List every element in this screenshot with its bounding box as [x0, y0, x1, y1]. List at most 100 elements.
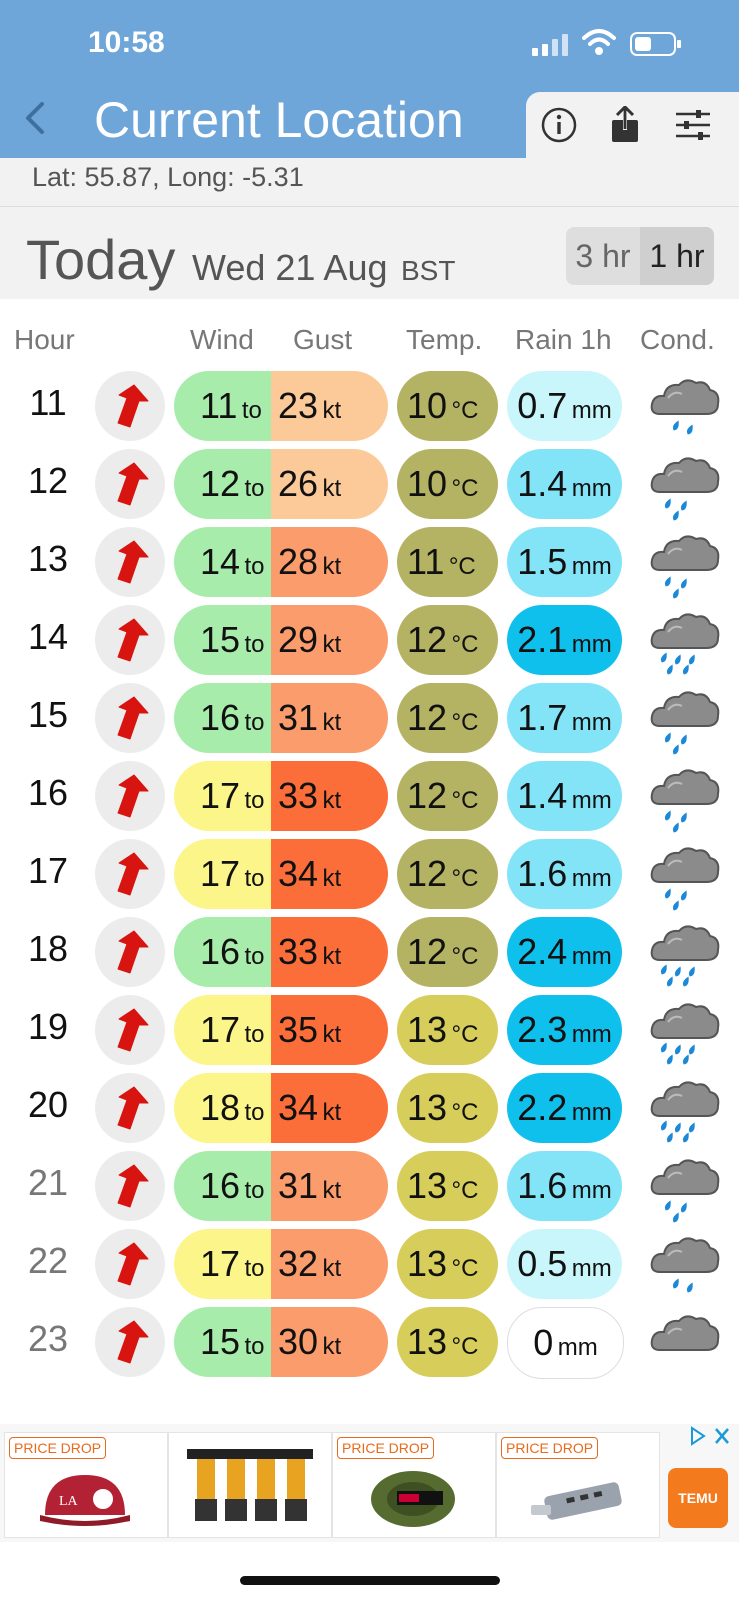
table-row: 13 14 to 28 kt 11 °C 1.5 mm — [0, 524, 739, 599]
wind-gust-pill: 17 to 35 kt — [174, 995, 388, 1065]
wind-speed: 16 — [200, 1165, 241, 1206]
temperature-pill: 12 °C — [397, 605, 498, 675]
date-row: Today Wed 21 Aug BST 3 hr 1 hr — [0, 207, 739, 299]
temperature-unit: °C — [451, 475, 479, 502]
gust-speed-cell: 30 kt — [271, 1307, 388, 1377]
rain-unit: mm — [571, 787, 612, 814]
interval-toggle: 3 hr 1 hr — [566, 227, 714, 285]
temperature-pill: 10 °C — [397, 449, 498, 519]
gust-speed: 33 — [278, 775, 319, 816]
wind-gust-pill: 16 to 33 kt — [174, 917, 388, 987]
hour-label: 21 — [27, 1162, 69, 1203]
ad-card-fishing-line[interactable]: PRICE DROP — [332, 1432, 496, 1538]
gust-speed-cell: 32 kt — [271, 1229, 388, 1299]
hour-label: 20 — [27, 1084, 69, 1125]
share-icon[interactable] — [606, 106, 644, 144]
gust-unit: kt — [322, 1021, 342, 1048]
temperature-pill: 13 °C — [397, 1151, 498, 1221]
interval-1hr-button[interactable]: 1 hr — [640, 227, 714, 285]
temperature-unit: °C — [451, 397, 479, 424]
gust-speed: 31 — [278, 697, 319, 738]
wind-to-label: to — [244, 475, 265, 502]
gust-unit: kt — [322, 709, 342, 736]
wind-speed: 17 — [200, 1009, 241, 1050]
back-icon[interactable] — [22, 96, 48, 140]
gust-speed: 33 — [278, 931, 319, 972]
hour-label: 15 — [27, 694, 69, 735]
wind-to-label: to — [244, 1255, 265, 1282]
wind-to-label: to — [241, 397, 262, 424]
rain-pill: 2.1 mm — [507, 605, 622, 675]
temperature-value: 10 — [407, 385, 448, 426]
wind-direction-arrow-icon — [95, 683, 165, 753]
ad-choices-icon[interactable] — [688, 1424, 734, 1448]
rain-unit: mm — [571, 631, 612, 658]
rain-unit: mm — [571, 1099, 612, 1126]
info-icon[interactable] — [540, 106, 578, 144]
gust-speed-cell: 28 kt — [271, 527, 388, 597]
timezone-label: BST — [401, 255, 456, 286]
hour-label: 11 — [29, 382, 67, 423]
temperature-unit: °C — [451, 709, 479, 736]
rain-icon — [646, 446, 722, 522]
wind-gust-pill: 11 to 23 kt — [174, 371, 388, 441]
gust-unit: kt — [322, 1255, 342, 1282]
rain-value: 2.2 — [517, 1087, 568, 1128]
temperature-value: 13 — [407, 1165, 448, 1206]
ad-card-cap[interactable]: PRICE DROP LA — [4, 1432, 168, 1538]
rain-value: 2.4 — [517, 931, 568, 972]
wind-speed: 15 — [200, 619, 241, 660]
gust-speed: 32 — [278, 1243, 319, 1284]
gust-unit: kt — [322, 943, 342, 970]
rain-icon — [646, 680, 722, 756]
ad-banner[interactable]: PRICE DROP LA PRICE DROP P — [0, 1424, 739, 1542]
temu-logo[interactable]: TEMU — [668, 1468, 728, 1528]
wind-gust-pill: 15 to 29 kt — [174, 605, 388, 675]
temperature-pill: 13 °C — [397, 995, 498, 1065]
wind-speed-cell: 12 to — [174, 449, 271, 519]
gust-speed: 28 — [278, 541, 319, 582]
wind-to-label: to — [244, 943, 265, 970]
gust-speed: 30 — [278, 1321, 319, 1362]
hour-label: 17 — [27, 850, 69, 891]
wind-speed: 17 — [200, 1243, 241, 1284]
rain-unit: mm — [571, 709, 612, 736]
wind-speed: 17 — [200, 775, 241, 816]
sliders-icon[interactable] — [674, 106, 712, 144]
wind-speed: 15 — [200, 1321, 241, 1362]
rain-value: 2.3 — [517, 1009, 568, 1050]
temperature-value: 12 — [407, 931, 448, 972]
wind-speed: 16 — [200, 931, 241, 972]
interval-3hr-button[interactable]: 3 hr — [575, 238, 631, 274]
table-row: 20 18 to 34 kt 13 °C 2.2 mm — [0, 1070, 739, 1144]
hour-label: 13 — [27, 538, 69, 579]
status-bar: 10:58 — [0, 0, 739, 92]
svg-text:LA: LA — [59, 1494, 79, 1509]
home-indicator[interactable] — [240, 1576, 500, 1585]
fishing-line-icon — [371, 1471, 455, 1527]
temperature-pill: 13 °C — [397, 1307, 498, 1377]
temperature-unit: °C — [451, 865, 479, 892]
hour-label: 22 — [27, 1240, 69, 1281]
hour-label: 14 — [27, 616, 69, 657]
temperature-pill: 12 °C — [397, 917, 498, 987]
temperature-value: 13 — [407, 1087, 448, 1128]
signal-icon — [532, 34, 568, 56]
ad-card-drill-rack[interactable] — [168, 1432, 332, 1538]
rain-unit: mm — [571, 1177, 612, 1204]
rain-icon — [646, 758, 722, 834]
gust-speed-cell: 31 kt — [271, 1151, 388, 1221]
table-row: 21 16 to 31 kt 13 °C 1.6 mm — [0, 1148, 739, 1223]
header-wind: Wind — [190, 324, 254, 355]
hour-label: 19 — [27, 1006, 69, 1047]
gust-speed-cell: 23 kt — [271, 371, 388, 441]
heavy-rain-icon — [646, 992, 722, 1068]
wind-direction-arrow-icon — [95, 605, 165, 675]
rain-pill: 1.4 mm — [507, 449, 622, 519]
ad-card-usb-hub[interactable]: PRICE DROP — [496, 1432, 660, 1538]
status-time: 10:58 — [88, 26, 165, 59]
hour-label: 18 — [27, 928, 69, 969]
ad-badge: PRICE DROP — [337, 1437, 435, 1459]
gust-speed: 34 — [278, 1087, 319, 1128]
table-row: 22 17 to 32 kt 13 °C 0.5 mm — [0, 1226, 739, 1300]
